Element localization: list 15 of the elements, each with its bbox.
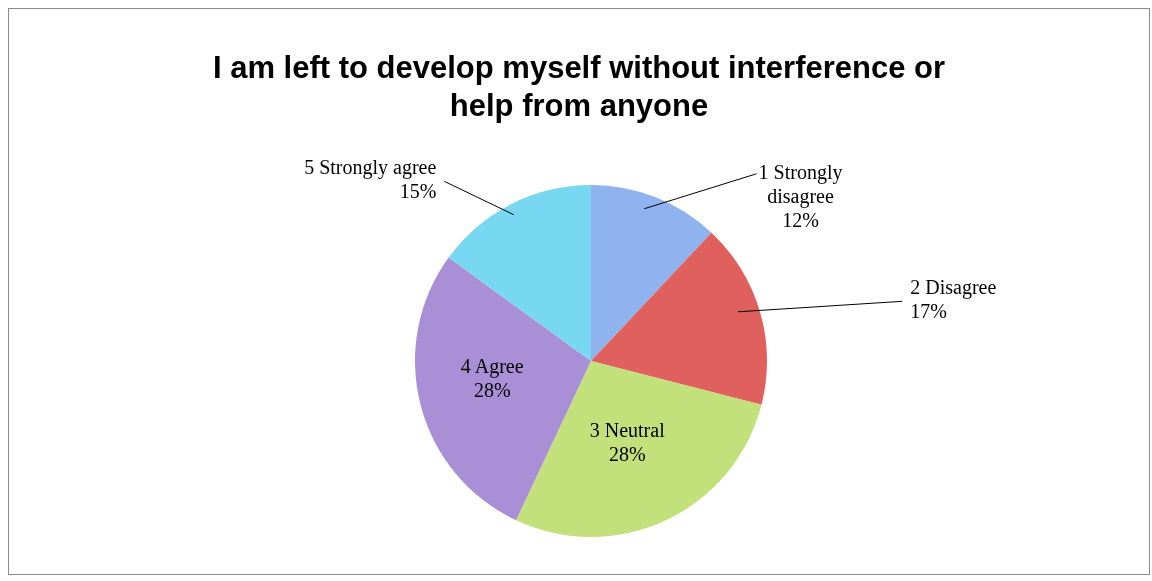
pie-slice [448, 185, 591, 361]
data-label: 28% [608, 442, 646, 465]
pie-slice [415, 257, 591, 521]
pie-slice [591, 232, 767, 405]
slice-label: 2 Disagree [910, 275, 997, 299]
slice-label: 1 Strongly disagree [758, 160, 843, 208]
slice-label: 3 Neutral [589, 418, 666, 441]
slice-label: 5 Strongly agree [304, 155, 437, 179]
slice-label: 4 Agree [460, 354, 524, 378]
chart-title: I am left to develop myself without interference or help from anyone [211, 49, 947, 125]
data-label: 12% [782, 208, 819, 231]
data-label: 15% [399, 179, 437, 202]
data-label: 17% [910, 299, 947, 322]
data-label: 28% [473, 378, 511, 401]
pie-slice [591, 185, 712, 361]
